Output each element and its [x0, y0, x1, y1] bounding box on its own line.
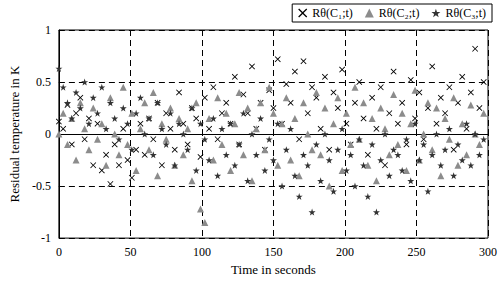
svg-text:Residual temperature in K: Residual temperature in K: [7, 65, 22, 202]
svg-text:-0.5: -0.5: [32, 179, 51, 193]
svg-text:Rθ(C₃;t): Rθ(C₃;t): [445, 6, 486, 20]
svg-text:Time in seconds: Time in seconds: [231, 262, 316, 277]
svg-text:50: 50: [124, 245, 136, 259]
svg-text:0: 0: [45, 127, 51, 141]
svg-text:200: 200: [336, 245, 354, 259]
svg-text:0.5: 0.5: [36, 75, 51, 89]
svg-text:-1: -1: [41, 231, 51, 245]
svg-text:250: 250: [407, 245, 425, 259]
svg-text:Rθ(C₁;t): Rθ(C₁;t): [312, 6, 353, 20]
svg-text:300: 300: [479, 245, 497, 259]
svg-text:1: 1: [45, 23, 51, 37]
svg-text:150: 150: [264, 245, 282, 259]
svg-text:100: 100: [193, 245, 211, 259]
svg-text:0: 0: [56, 245, 62, 259]
svg-text:Rθ(C₂;t): Rθ(C₂;t): [379, 6, 420, 20]
